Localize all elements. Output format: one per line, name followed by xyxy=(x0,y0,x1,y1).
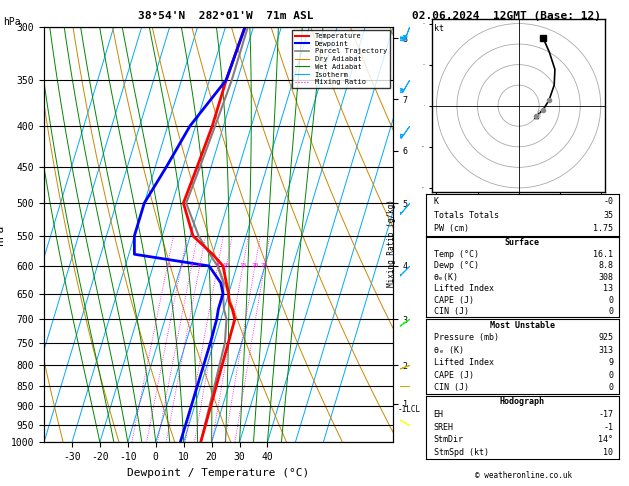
Text: EH: EH xyxy=(433,410,443,419)
Text: -0: -0 xyxy=(603,197,613,206)
Text: Hodograph: Hodograph xyxy=(500,398,545,406)
Text: 10: 10 xyxy=(223,263,230,268)
X-axis label: Dewpoint / Temperature (°C): Dewpoint / Temperature (°C) xyxy=(128,468,309,478)
Text: Most Unstable: Most Unstable xyxy=(490,321,555,330)
Text: -1: -1 xyxy=(603,423,613,432)
Text: 02.06.2024  12GMT (Base: 12): 02.06.2024 12GMT (Base: 12) xyxy=(412,11,601,21)
Text: CAPE (J): CAPE (J) xyxy=(433,295,474,305)
Text: Surface: Surface xyxy=(505,239,540,247)
Text: Lifted Index: Lifted Index xyxy=(433,284,494,293)
Text: 38°54'N  282°01'W  71m ASL: 38°54'N 282°01'W 71m ASL xyxy=(138,11,314,21)
Text: 25: 25 xyxy=(261,263,269,268)
Text: 16.1: 16.1 xyxy=(593,250,613,259)
Text: 313: 313 xyxy=(598,346,613,355)
Text: CAPE (J): CAPE (J) xyxy=(433,371,474,380)
Text: 35: 35 xyxy=(603,210,613,220)
Text: 8: 8 xyxy=(216,263,220,268)
Text: 1.75: 1.75 xyxy=(593,225,613,233)
Y-axis label: km
ASL: km ASL xyxy=(425,235,440,254)
Text: © weatheronline.co.uk: © weatheronline.co.uk xyxy=(475,471,572,480)
Text: SREH: SREH xyxy=(433,423,454,432)
Text: 20: 20 xyxy=(251,263,259,268)
Text: PW (cm): PW (cm) xyxy=(433,225,469,233)
Text: 0: 0 xyxy=(608,371,613,380)
Text: Dewp (°C): Dewp (°C) xyxy=(433,261,479,270)
Text: 14°: 14° xyxy=(598,435,613,444)
Text: Pressure (mb): Pressure (mb) xyxy=(433,333,499,342)
Text: kt: kt xyxy=(435,23,445,33)
Text: Totals Totals: Totals Totals xyxy=(433,210,499,220)
Text: -17: -17 xyxy=(598,410,613,419)
Text: hPa: hPa xyxy=(3,17,21,27)
Text: θₑ (K): θₑ (K) xyxy=(433,346,464,355)
Text: Temp (°C): Temp (°C) xyxy=(433,250,479,259)
Text: -1LCL: -1LCL xyxy=(398,405,420,414)
Text: Mixing Ratio (g/kg): Mixing Ratio (g/kg) xyxy=(387,199,396,287)
Y-axis label: hPa: hPa xyxy=(0,225,5,244)
Text: CIN (J): CIN (J) xyxy=(433,383,469,392)
Text: θₑ(K): θₑ(K) xyxy=(433,273,459,282)
Text: StmSpd (kt): StmSpd (kt) xyxy=(433,448,489,457)
Text: 9: 9 xyxy=(608,358,613,367)
Text: 15: 15 xyxy=(239,263,247,268)
Text: 13: 13 xyxy=(603,284,613,293)
Legend: Temperature, Dewpoint, Parcel Trajectory, Dry Adiabat, Wet Adiabat, Isotherm, Mi: Temperature, Dewpoint, Parcel Trajectory… xyxy=(292,30,389,88)
Text: 0: 0 xyxy=(608,383,613,392)
Text: 10: 10 xyxy=(603,448,613,457)
Text: 3: 3 xyxy=(179,263,183,268)
Text: 5: 5 xyxy=(198,263,202,268)
Text: §: § xyxy=(537,109,541,118)
Text: 4: 4 xyxy=(190,263,194,268)
Text: 2: 2 xyxy=(165,263,169,268)
Text: 925: 925 xyxy=(598,333,613,342)
Text: StmDir: StmDir xyxy=(433,435,464,444)
Text: 0: 0 xyxy=(608,307,613,316)
Text: 8.8: 8.8 xyxy=(598,261,613,270)
Text: 308: 308 xyxy=(598,273,613,282)
Text: CIN (J): CIN (J) xyxy=(433,307,469,316)
Text: 0: 0 xyxy=(608,295,613,305)
Text: Lifted Index: Lifted Index xyxy=(433,358,494,367)
Text: K: K xyxy=(433,197,438,206)
